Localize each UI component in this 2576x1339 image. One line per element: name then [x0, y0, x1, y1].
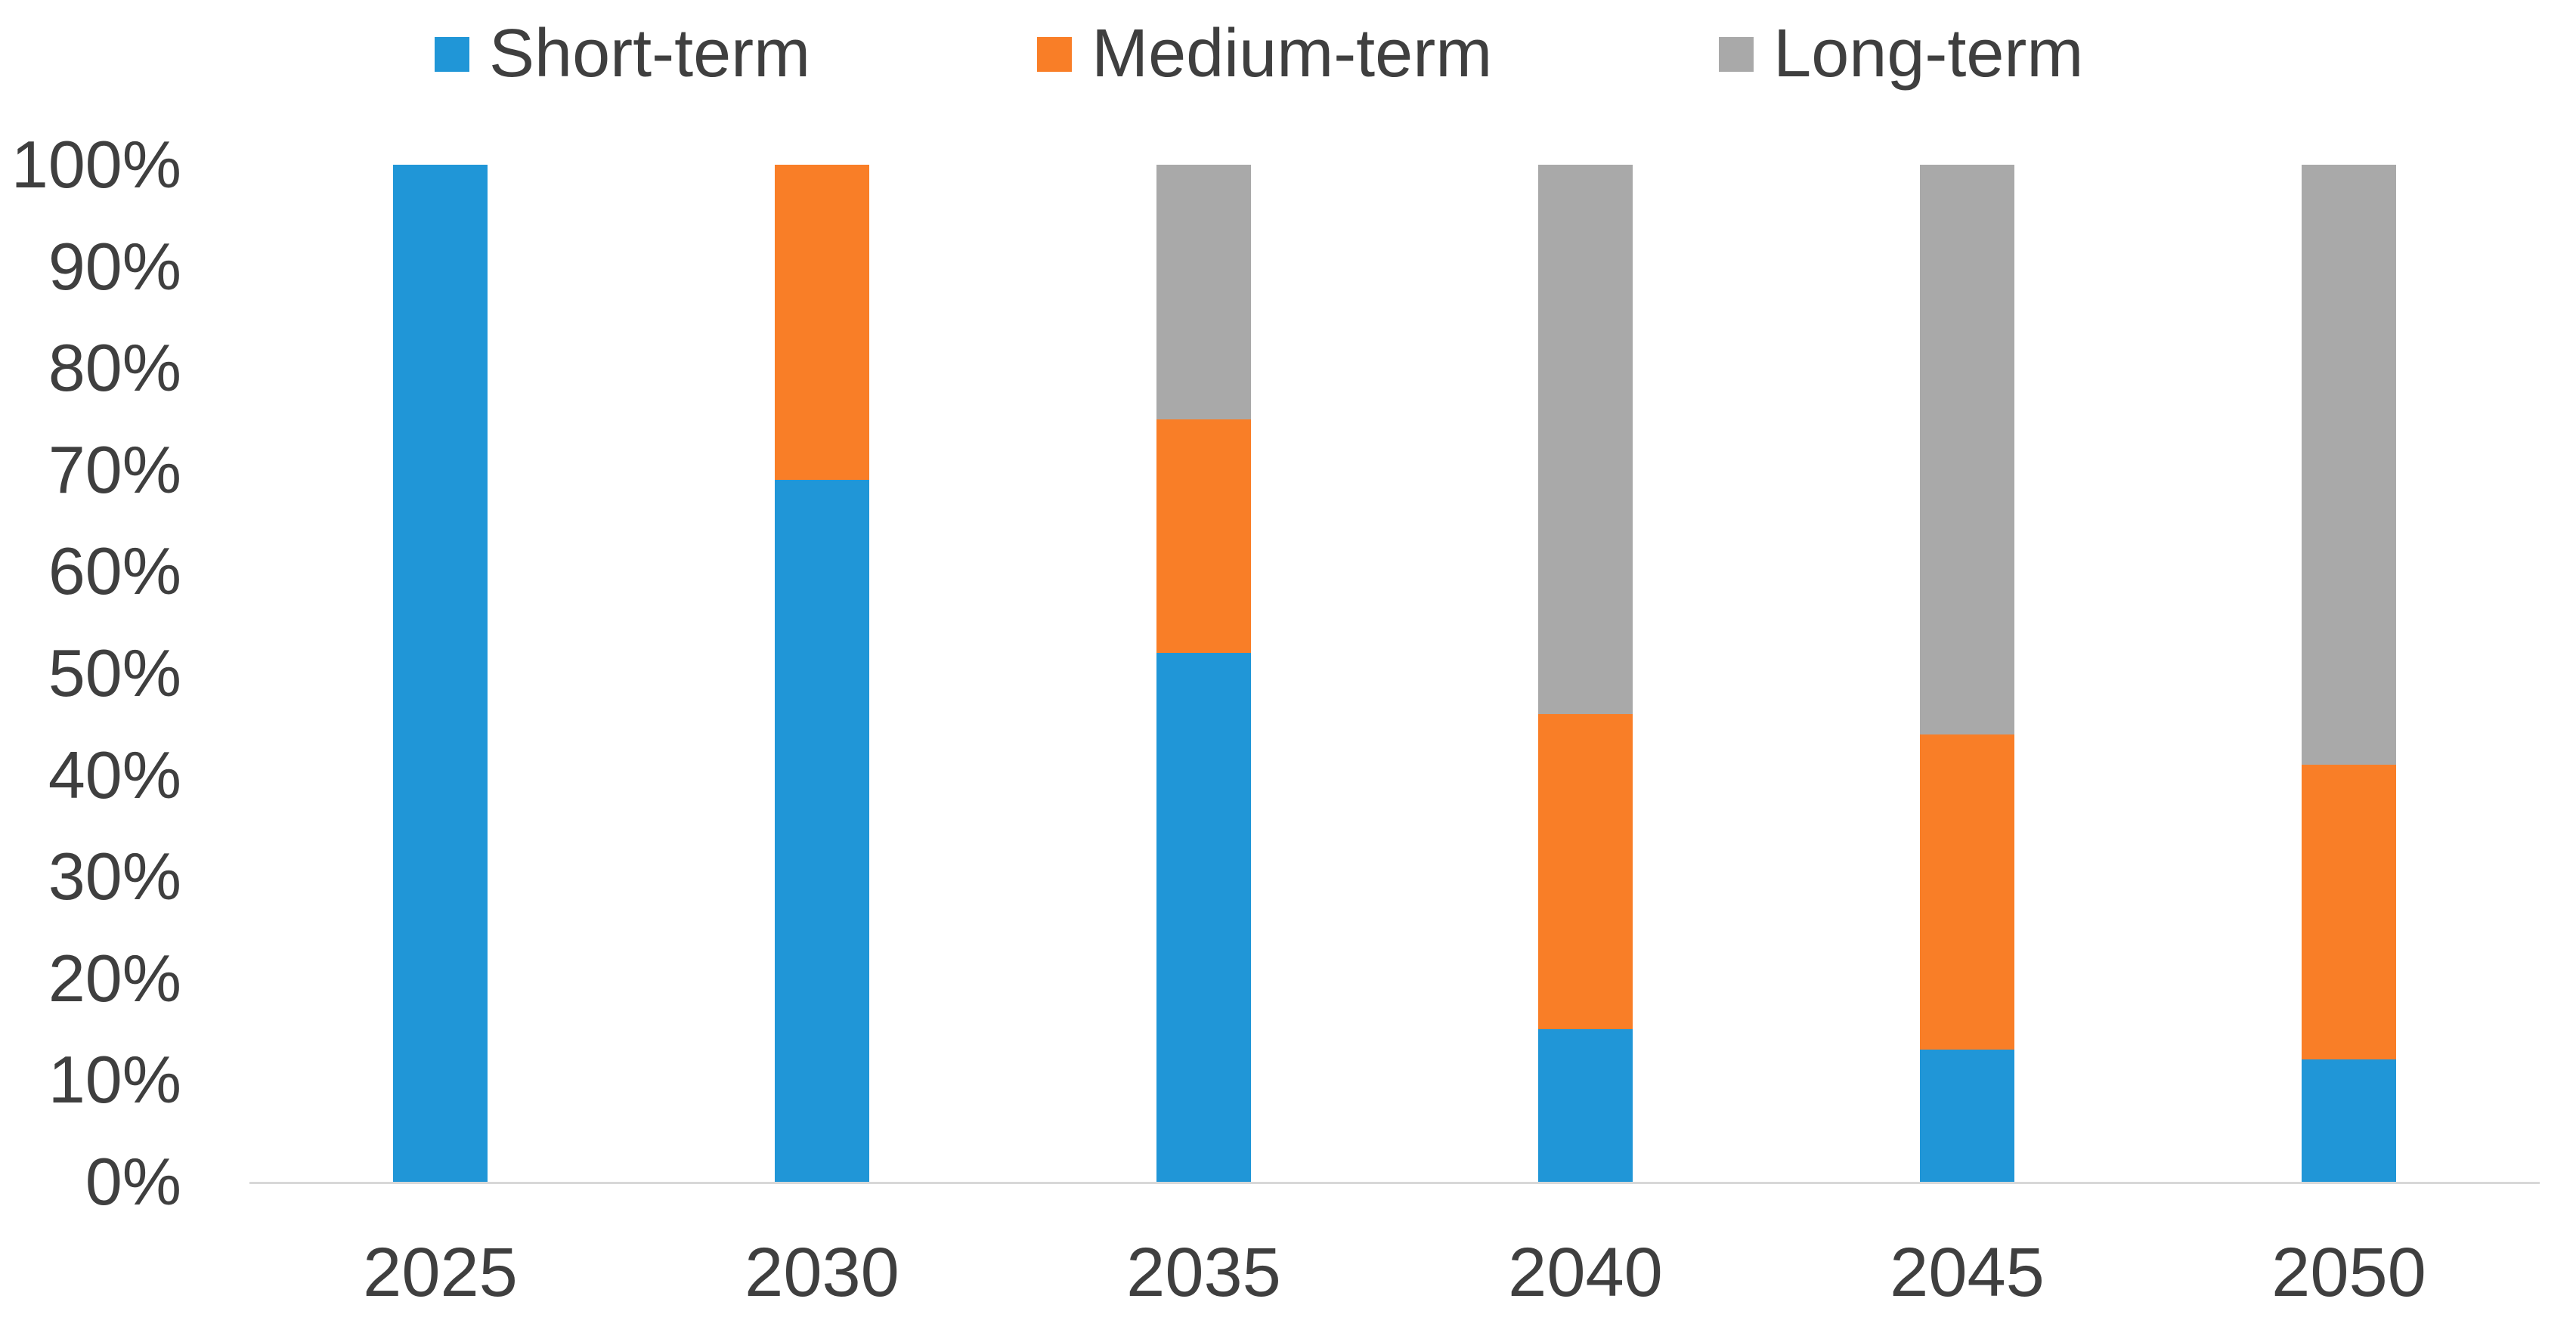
y-tick-0: 0%: [85, 1144, 181, 1219]
bar-column-2045: [1776, 165, 2158, 1182]
legend-label-long-term: Long-term: [1773, 16, 2084, 91]
x-label-2050: 2050: [2271, 1234, 2426, 1311]
y-tick-60: 60%: [48, 533, 181, 609]
y-tick-90: 90%: [48, 228, 181, 304]
y-tick-50: 50%: [48, 635, 181, 710]
bar-column-2025: [249, 165, 631, 1182]
legend-item-long-term: Long-term: [1719, 17, 2083, 91]
stacked-bar-2035: [1156, 165, 1251, 1182]
legend: Short-term Medium-term Long-term: [435, 17, 2083, 91]
bar-column-2050: [2158, 165, 2540, 1182]
y-tick-20: 20%: [48, 940, 181, 1016]
x-label-2030: 2030: [745, 1234, 899, 1311]
y-tick-70: 70%: [48, 431, 181, 507]
segment-2035-long-term: [1156, 165, 1251, 419]
segment-2050-medium-term: [2302, 765, 2396, 1060]
stacked-bar-2025: [393, 165, 488, 1182]
segment-2030-short-term: [775, 480, 869, 1182]
legend-swatch-long-term-icon: [1719, 36, 1754, 72]
y-tick-80: 80%: [48, 330, 181, 406]
segment-2045-long-term: [1920, 165, 2014, 734]
stacked-bar-2045: [1920, 165, 2014, 1182]
segment-2030-medium-term: [775, 165, 869, 481]
x-label-2035: 2035: [1126, 1234, 1281, 1311]
segment-2040-long-term: [1538, 165, 1633, 714]
y-tick-100: 100%: [11, 127, 181, 202]
segment-2035-medium-term: [1156, 419, 1251, 654]
bar-column-2035: [1013, 165, 1395, 1182]
segment-2040-medium-term: [1538, 713, 1633, 1030]
y-tick-10: 10%: [48, 1042, 181, 1118]
legend-label-medium-term: Medium-term: [1091, 16, 1493, 91]
legend-swatch-medium-term-icon: [1037, 36, 1073, 72]
x-label-2025: 2025: [363, 1234, 518, 1311]
segment-2040-short-term: [1538, 1029, 1633, 1182]
x-label-2045: 2045: [1890, 1234, 2045, 1311]
bar-column-2040: [1395, 165, 1776, 1182]
segment-2025-short-term: [393, 165, 488, 1182]
legend-item-short-term: Short-term: [435, 17, 810, 91]
plot-columns: [249, 165, 2540, 1182]
legend-swatch-short-term-icon: [435, 36, 469, 72]
stacked-bar-2040: [1538, 165, 1633, 1182]
x-label-2040: 2040: [1508, 1234, 1663, 1311]
segment-2045-short-term: [1920, 1050, 2014, 1182]
segment-2050-short-term: [2302, 1059, 2396, 1182]
segment-2035-short-term: [1156, 653, 1251, 1182]
y-axis: 0% 10% 20% 30% 40% 50% 60% 70% 80% 90% 100%: [0, 131, 181, 1215]
legend-label-short-term: Short-term: [489, 16, 811, 91]
y-tick-30: 30%: [48, 839, 181, 914]
segment-2045-medium-term: [1920, 734, 2014, 1050]
segment-2050-long-term: [2302, 165, 2396, 765]
y-tick-40: 40%: [48, 737, 181, 812]
bar-column-2030: [631, 165, 1013, 1182]
stacked-bar-2050: [2302, 165, 2396, 1182]
x-axis-labels: 2025 2030 2035 2040 2045 2050: [249, 1238, 2540, 1307]
legend-item-medium-term: Medium-term: [1037, 17, 1492, 91]
plot-area: [249, 165, 2540, 1184]
stacked-bar-2030: [775, 165, 869, 1182]
